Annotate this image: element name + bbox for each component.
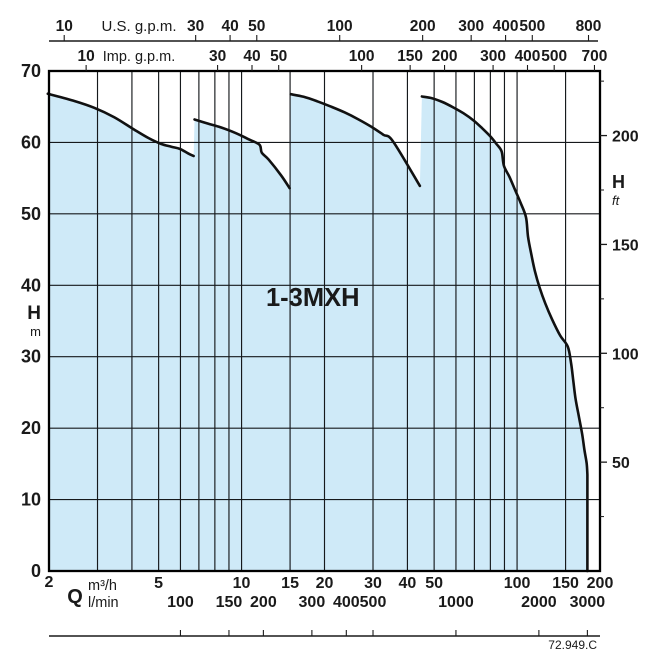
svg-text:100: 100 (504, 575, 531, 592)
svg-text:70: 70 (21, 61, 41, 81)
svg-text:Imp. g.p.m.: Imp. g.p.m. (103, 49, 176, 65)
svg-text:1-3MXH: 1-3MXH (266, 284, 360, 312)
svg-text:30: 30 (209, 48, 226, 65)
svg-text:m: m (30, 324, 41, 339)
svg-text:30: 30 (21, 347, 41, 367)
svg-text:200: 200 (587, 575, 614, 592)
svg-text:m³/h: m³/h (88, 578, 117, 594)
svg-text:10: 10 (233, 575, 251, 592)
svg-text:0: 0 (31, 561, 41, 581)
svg-text:20: 20 (316, 575, 334, 592)
svg-text:40: 40 (399, 575, 417, 592)
svg-text:H: H (612, 172, 625, 192)
svg-text:400: 400 (333, 594, 360, 611)
svg-text:5: 5 (154, 575, 163, 592)
svg-text:400: 400 (493, 18, 519, 35)
svg-text:400: 400 (515, 48, 541, 65)
svg-text:l/min: l/min (88, 595, 119, 611)
svg-text:150: 150 (552, 575, 579, 592)
svg-text:20: 20 (21, 418, 41, 438)
svg-text:U.S. g.p.m.: U.S. g.p.m. (101, 18, 176, 35)
svg-text:500: 500 (360, 594, 387, 611)
svg-text:500: 500 (519, 18, 545, 35)
svg-text:100: 100 (167, 594, 194, 611)
svg-text:700: 700 (582, 48, 608, 65)
svg-text:300: 300 (458, 18, 484, 35)
svg-text:50: 50 (270, 48, 287, 65)
svg-text:Q: Q (67, 586, 83, 608)
svg-text:60: 60 (21, 132, 41, 152)
svg-text:1000: 1000 (438, 594, 474, 611)
svg-text:50: 50 (425, 575, 443, 592)
svg-text:40: 40 (21, 275, 41, 295)
svg-text:2000: 2000 (521, 594, 557, 611)
svg-text:15: 15 (281, 575, 299, 592)
svg-text:50: 50 (248, 18, 265, 35)
svg-text:150: 150 (397, 48, 423, 65)
svg-text:150: 150 (612, 237, 639, 254)
svg-text:30: 30 (187, 18, 204, 35)
svg-text:500: 500 (541, 48, 567, 65)
svg-text:200: 200 (410, 18, 436, 35)
svg-text:50: 50 (612, 455, 630, 472)
svg-text:200: 200 (432, 48, 458, 65)
svg-text:40: 40 (243, 48, 260, 65)
svg-text:200: 200 (612, 129, 639, 146)
svg-text:10: 10 (78, 48, 95, 65)
svg-text:200: 200 (250, 594, 277, 611)
svg-text:100: 100 (327, 18, 353, 35)
svg-text:3000: 3000 (570, 594, 606, 611)
svg-text:2: 2 (45, 574, 54, 591)
svg-text:H: H (27, 303, 41, 324)
svg-text:72.949.C: 72.949.C (548, 638, 597, 652)
svg-text:30: 30 (364, 575, 382, 592)
svg-text:800: 800 (576, 18, 602, 35)
svg-text:10: 10 (56, 18, 73, 35)
svg-text:10: 10 (21, 490, 41, 510)
svg-text:100: 100 (612, 346, 639, 363)
svg-text:300: 300 (299, 594, 326, 611)
svg-text:40: 40 (221, 18, 238, 35)
svg-text:150: 150 (216, 594, 243, 611)
svg-text:50: 50 (21, 204, 41, 224)
svg-text:100: 100 (349, 48, 375, 65)
svg-text:300: 300 (480, 48, 506, 65)
